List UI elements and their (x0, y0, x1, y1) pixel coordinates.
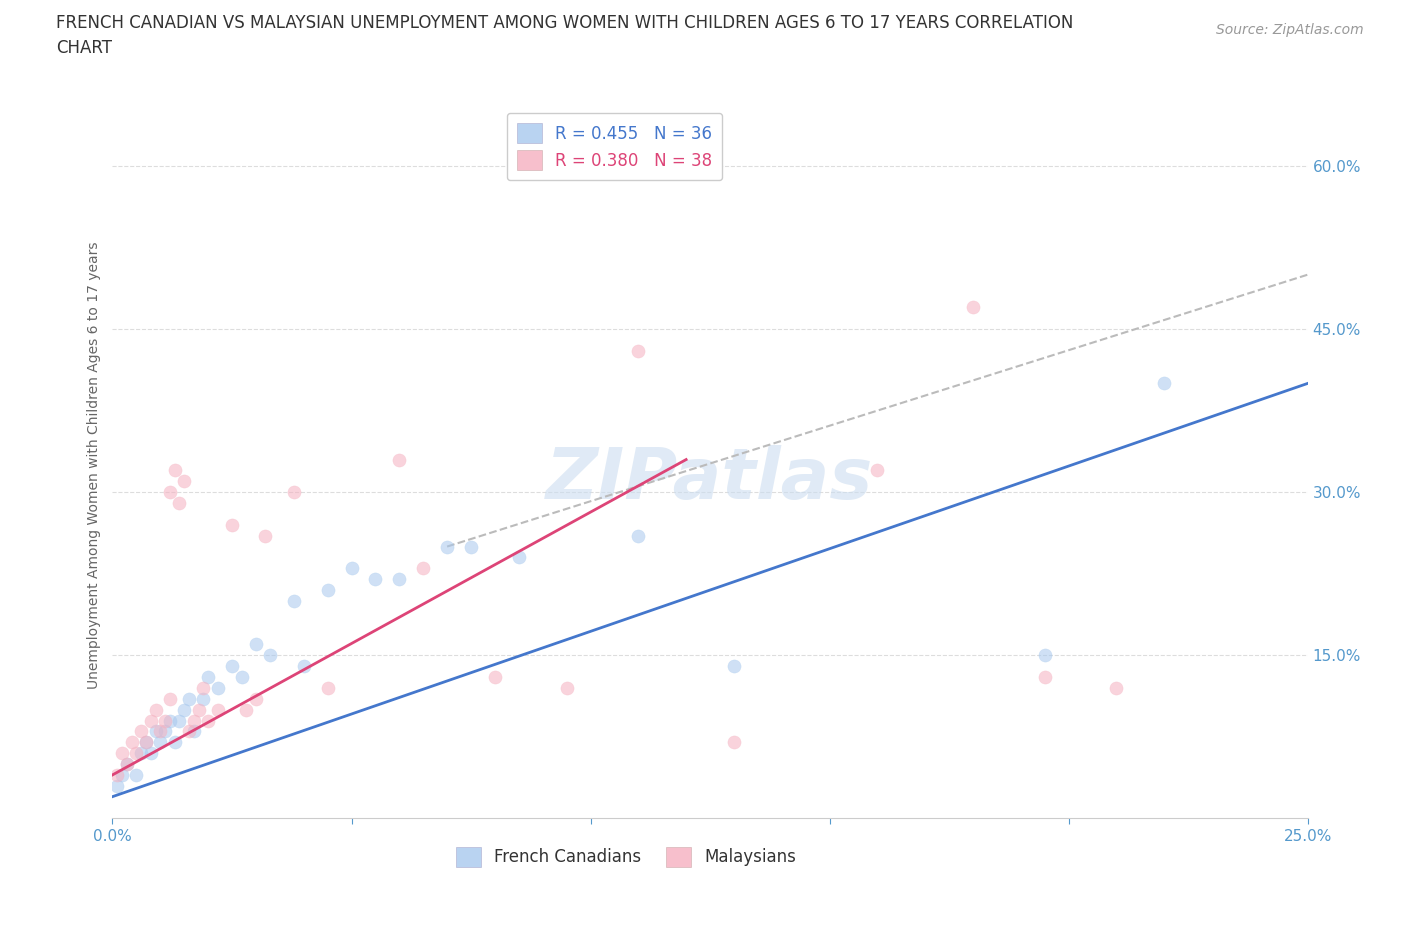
Point (173, 474, 195, 489)
Point (340, 561, 363, 576)
Text: Source: ZipAtlas.com: Source: ZipAtlas.com (1216, 23, 1364, 37)
Point (193, 681, 215, 696)
Point (1033, 648, 1056, 663)
Point (197, 670, 219, 684)
Point (207, 702, 229, 717)
Point (125, 746, 148, 761)
Point (627, 528, 650, 543)
Point (129, 724, 152, 738)
Point (555, 681, 578, 696)
Point (187, 702, 209, 717)
Point (245, 691, 267, 706)
Point (105, 767, 128, 782)
Point (125, 767, 148, 782)
Legend: French Canadians, Malaysians: French Canadians, Malaysians (450, 840, 803, 873)
Point (177, 724, 200, 738)
Point (221, 517, 243, 532)
Point (135, 735, 157, 750)
Point (508, 550, 530, 565)
Point (169, 496, 191, 511)
Point (259, 648, 281, 663)
Point (436, 539, 458, 554)
Point (316, 582, 339, 597)
Point (193, 691, 215, 706)
Point (283, 593, 305, 608)
Point (1105, 681, 1128, 696)
Point (159, 691, 181, 706)
Y-axis label: Unemployment Among Women with Children Ages 6 to 17 years: Unemployment Among Women with Children A… (87, 241, 101, 689)
Point (149, 724, 172, 738)
Point (1033, 670, 1056, 684)
Point (121, 735, 143, 750)
Point (197, 713, 219, 728)
Point (866, 463, 889, 478)
Point (159, 713, 181, 728)
Point (207, 681, 229, 696)
Point (183, 713, 205, 728)
Point (245, 637, 267, 652)
Point (135, 735, 157, 750)
Point (149, 735, 172, 750)
Point (145, 724, 167, 738)
Point (292, 658, 315, 673)
Point (364, 572, 387, 587)
Point (231, 670, 253, 684)
Point (153, 724, 176, 738)
Point (183, 724, 205, 738)
Point (962, 299, 984, 314)
Text: CHART: CHART (56, 39, 112, 57)
Point (723, 735, 745, 750)
Point (163, 735, 186, 750)
Point (129, 746, 152, 761)
Point (316, 681, 339, 696)
Point (221, 658, 243, 673)
Point (627, 343, 650, 358)
Point (1153, 376, 1175, 391)
Point (235, 702, 257, 717)
Point (460, 539, 482, 554)
Point (163, 463, 186, 478)
Point (388, 452, 411, 467)
Point (169, 713, 191, 728)
Text: FRENCH CANADIAN VS MALAYSIAN UNEMPLOYMENT AMONG WOMEN WITH CHILDREN AGES 6 TO 17: FRENCH CANADIAN VS MALAYSIAN UNEMPLOYMEN… (56, 14, 1074, 32)
Point (412, 561, 434, 576)
Point (388, 572, 411, 587)
Point (153, 713, 176, 728)
Point (139, 713, 162, 728)
Point (173, 702, 195, 717)
Point (484, 670, 506, 684)
Point (177, 691, 200, 706)
Point (159, 485, 181, 499)
Text: ZIPatlas: ZIPatlas (547, 445, 873, 513)
Point (115, 757, 138, 772)
Point (111, 767, 134, 782)
Point (145, 702, 167, 717)
Point (254, 528, 277, 543)
Point (115, 757, 138, 772)
Point (105, 778, 128, 793)
Point (111, 746, 134, 761)
Point (723, 658, 745, 673)
Point (283, 485, 305, 499)
Point (139, 746, 162, 761)
